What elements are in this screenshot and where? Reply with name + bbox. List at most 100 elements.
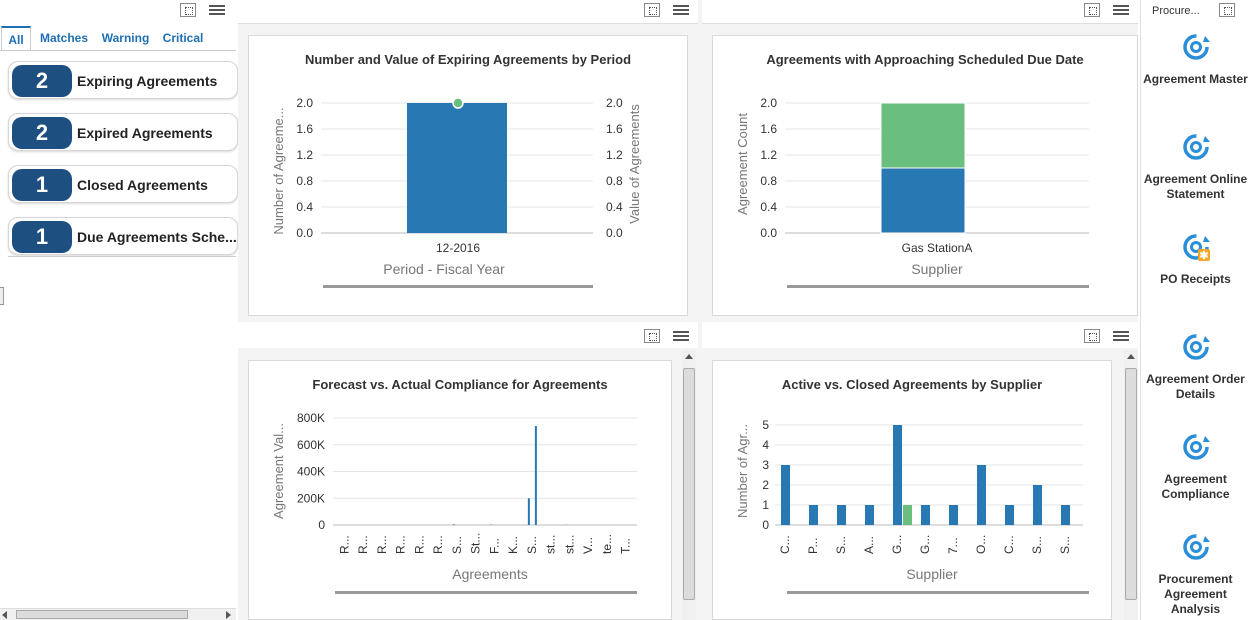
bar[interactable] xyxy=(1061,505,1070,525)
x-scrollbar[interactable] xyxy=(787,591,1089,594)
collapse-handle[interactable] xyxy=(0,287,4,305)
y-axis-title: Agreement Val... xyxy=(271,423,286,519)
scroll-left-arrow[interactable] xyxy=(2,611,7,619)
chart4-menu-icon[interactable] xyxy=(1113,329,1129,343)
x-tick-label: A... xyxy=(862,536,876,554)
tab-critical[interactable]: Critical xyxy=(162,31,204,45)
y-tick-label: 5 xyxy=(762,418,769,432)
bar[interactable] xyxy=(977,465,986,525)
chart1-menu-icon[interactable] xyxy=(673,3,689,17)
bar[interactable] xyxy=(1005,505,1014,525)
left-pane: All Matches Warning Critical 2 Expiring … xyxy=(0,0,238,620)
x-tick-label: st... xyxy=(562,535,576,554)
y-tick-label: 600K xyxy=(297,438,325,452)
horizontal-scrollbar[interactable] xyxy=(0,608,236,620)
y-tick-label: 2.0 xyxy=(296,96,313,110)
y-tick-label: 2.0 xyxy=(760,96,777,110)
scroll-thumb[interactable] xyxy=(16,610,188,619)
x-tick-label: C... xyxy=(778,535,792,554)
launcher-agreement-master[interactable]: Agreement Master xyxy=(1142,32,1249,87)
tab-bar xyxy=(0,24,236,51)
bar[interactable] xyxy=(893,425,902,525)
chart-active-closed-by-supplier: Active vs. Closed Agreements by Supplier… xyxy=(712,360,1112,620)
kpi-count: 1 xyxy=(12,221,72,253)
x-tick-label: S... xyxy=(834,536,848,554)
kpi-count: 2 xyxy=(12,117,72,149)
scroll-thumb[interactable] xyxy=(683,368,695,600)
launcher-label: Agreement Master xyxy=(1143,72,1248,86)
kpi-expired[interactable]: 2 Expired Agreements xyxy=(8,113,238,151)
launcher-label: Agreement Compliance xyxy=(1161,472,1230,501)
kpi-label: Due Agreements Sche... xyxy=(77,229,237,245)
bar[interactable] xyxy=(809,505,818,525)
x-scrollbar[interactable] xyxy=(335,591,637,594)
launcher-agreement-order-details[interactable]: Agreement Order Details xyxy=(1142,332,1249,402)
refresh-gear-icon xyxy=(1182,34,1210,60)
kpi-closed[interactable]: 1 Closed Agreements xyxy=(8,165,238,203)
y-tick-label: 0.4 xyxy=(760,200,777,214)
chart1-maximize-icon[interactable] xyxy=(644,3,660,17)
toolbar-strip-top-left xyxy=(238,0,698,24)
y2-tick-label: 0.4 xyxy=(606,200,623,214)
line-point[interactable] xyxy=(452,97,464,109)
tab-all[interactable]: All xyxy=(1,26,31,50)
left-menu-icon[interactable] xyxy=(209,3,225,17)
scroll-thumb[interactable] xyxy=(1125,368,1137,600)
bar[interactable] xyxy=(407,103,507,233)
launcher-agreement-online-statement[interactable]: Agreement Online Statement xyxy=(1142,132,1249,202)
launch-pane-header: Procure... xyxy=(1152,5,1200,17)
y2-tick-label: 1.6 xyxy=(606,122,623,136)
chart3-maximize-icon[interactable] xyxy=(644,329,660,343)
kpi-divider xyxy=(8,256,236,257)
x-tick-label: R... xyxy=(375,535,389,554)
x-tick-label: P... xyxy=(806,538,820,554)
bar[interactable] xyxy=(949,505,958,525)
tab-warning[interactable]: Warning xyxy=(101,31,150,45)
scroll-up-arrow[interactable] xyxy=(1127,354,1135,359)
x-scrollbar[interactable] xyxy=(787,285,1089,288)
bar[interactable] xyxy=(865,505,874,525)
bar[interactable] xyxy=(452,524,455,525)
launch-pane-maximize-icon[interactable] xyxy=(1219,3,1235,17)
chart2-maximize-icon[interactable] xyxy=(1084,3,1100,17)
launch-pane xyxy=(1140,0,1249,620)
launcher-procurement-agreement-analysis[interactable]: Procurement Agreement Analysis xyxy=(1142,532,1249,617)
x-tick-label: C... xyxy=(1002,535,1016,554)
bar[interactable] xyxy=(1033,485,1042,525)
x-tick-label: G... xyxy=(918,535,932,554)
x-tick-label: S... xyxy=(450,536,464,554)
bar[interactable] xyxy=(781,465,790,525)
x-axis-title: Agreements xyxy=(452,566,527,582)
x-tick-label: te... xyxy=(600,534,614,554)
chart-title: Active vs. Closed Agreements by Supplier xyxy=(781,377,1043,392)
kpi-expiring[interactable]: 2 Expiring Agreements xyxy=(8,61,238,99)
stacked-bar-segment[interactable] xyxy=(880,167,966,234)
refresh-gear-badge-icon: ✱ xyxy=(1182,234,1210,262)
scroll-right-arrow[interactable] xyxy=(226,611,231,619)
chart3-vertical-scrollbar[interactable] xyxy=(682,350,696,620)
x-tick-label: R... xyxy=(356,535,370,554)
left-maximize-icon[interactable] xyxy=(180,3,196,17)
y2-tick-label: 1.2 xyxy=(606,148,623,162)
scroll-up-arrow[interactable] xyxy=(685,354,693,359)
bar[interactable] xyxy=(527,498,530,525)
chart3-svg: 800K 600K 400K 200K 0 R... R... R... R... R... R..… xyxy=(271,411,637,594)
bar[interactable] xyxy=(534,426,537,525)
launcher-label: PO Receipts xyxy=(1160,272,1231,286)
bar[interactable] xyxy=(837,505,846,525)
chart2-menu-icon[interactable] xyxy=(1113,3,1129,17)
launcher-agreement-compliance[interactable]: Agreement Compliance xyxy=(1142,432,1249,502)
launcher-po-receipts[interactable]: ✱ PO Receipts xyxy=(1142,232,1249,287)
bar[interactable] xyxy=(903,505,912,525)
stacked-bar-segment[interactable] xyxy=(880,102,966,169)
bar[interactable] xyxy=(921,505,930,525)
x-tick-label: K... xyxy=(506,536,520,554)
chart3-menu-icon[interactable] xyxy=(673,329,689,343)
x-scrollbar[interactable] xyxy=(323,285,593,288)
tab-matches[interactable]: Matches xyxy=(39,31,89,45)
chart4-maximize-icon[interactable] xyxy=(1084,329,1100,343)
chart-title: Agreements with Approaching Scheduled Du… xyxy=(766,52,1084,67)
chart4-vertical-scrollbar[interactable] xyxy=(1124,350,1138,620)
x-tick-label: S... xyxy=(1058,536,1072,554)
kpi-due[interactable]: 1 Due Agreements Sche... xyxy=(8,217,238,255)
